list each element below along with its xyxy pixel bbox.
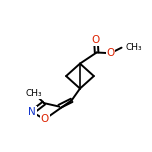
Text: CH₃: CH₃ xyxy=(26,89,43,98)
Text: O: O xyxy=(106,48,115,58)
Text: O: O xyxy=(92,35,100,45)
Text: CH₃: CH₃ xyxy=(125,43,142,52)
Text: O: O xyxy=(41,114,49,124)
Text: N: N xyxy=(28,107,36,117)
